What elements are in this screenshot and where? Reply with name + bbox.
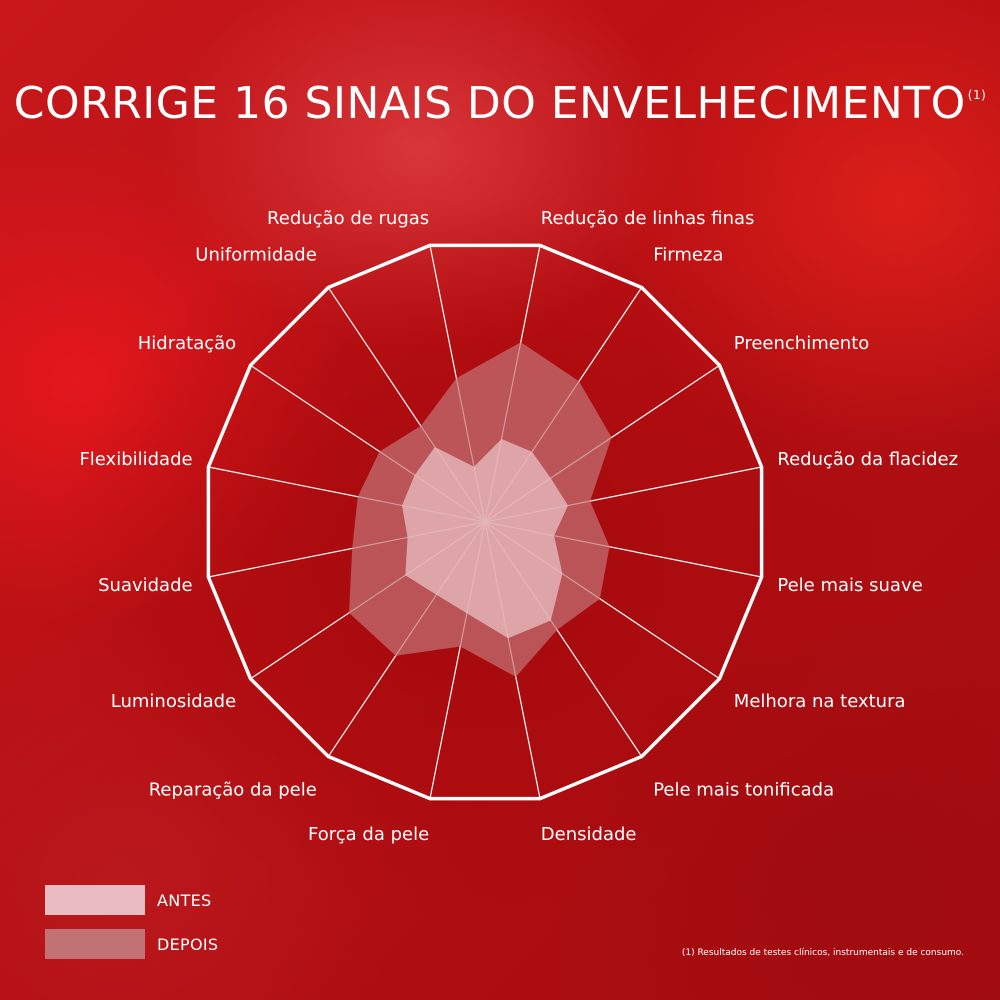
radar-axis-label: Redução de linhas finas (541, 208, 755, 229)
title-footnote-marker: (1) (967, 88, 987, 102)
radar-axis-label: Uniformidade (195, 244, 317, 265)
legend-label-depois: DEPOIS (157, 934, 219, 954)
legend-swatch-antes (45, 885, 145, 915)
radar-axis-label: Força da pele (308, 824, 429, 845)
radar-axis-label: Suavidade (98, 575, 192, 596)
radar-axis-label: Redução de rugas (267, 208, 429, 229)
radar-axis-label: Redução da flacidez (777, 449, 958, 470)
radar-axis-label: Hidratação (138, 333, 236, 354)
radar-outer-polygon (206, 243, 764, 801)
radar-axis-label: Melhora na textura (734, 691, 906, 712)
radar-axis-label: Firmeza (653, 244, 723, 265)
radar-axis-label: Pele mais tonificada (653, 780, 834, 801)
legend-item-depois: DEPOIS (45, 929, 218, 959)
radar-axis-label: Preenchimento (734, 333, 870, 354)
legend-label-antes: ANTES (157, 890, 212, 910)
radar-series (349, 342, 612, 677)
chart-title-text: CORRIGE 16 SINAIS DO ENVELHECIMENTO (13, 78, 966, 129)
radar-axis-label: Luminosidade (111, 691, 236, 712)
radar-axis-label: Flexibilidade (79, 449, 192, 470)
radar-axis-labels: Redução de rugas Redução de linhas finas F… (79, 208, 958, 845)
radar-axis-label: Densidade (541, 824, 637, 845)
radar-series-antes (402, 439, 568, 639)
radar-outline (206, 243, 764, 801)
radar-axis-label: Pele mais suave (777, 575, 922, 596)
footnote: (1) Resultados de testes clínicos, instr… (681, 948, 964, 958)
legend-swatch-depois (45, 929, 145, 959)
chart-title: CORRIGE 16 SINAIS DO ENVELHECIMENTO (1) (0, 78, 1000, 129)
legend-item-antes: ANTES (45, 885, 218, 915)
legend: ANTES DEPOIS (45, 885, 218, 973)
radar-axis-label: Reparação da pele (149, 780, 317, 801)
